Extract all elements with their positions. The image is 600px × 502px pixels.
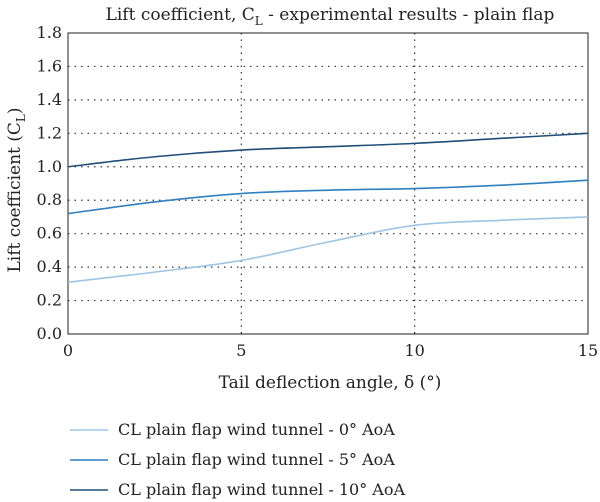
- series-line-2: [67, 132, 589, 168]
- chart-title: Lift coefficient, CL - experimental resu…: [106, 5, 555, 28]
- x-axis-label: Tail deflection angle, δ (°): [219, 373, 442, 393]
- plot-frame: [67, 32, 589, 335]
- x-tick-label: 15: [578, 341, 598, 360]
- grid-lines: [68, 33, 588, 334]
- y-tick-label: 0.2: [37, 291, 62, 310]
- y-tick-label: 0.4: [37, 257, 62, 276]
- y-tick-label: 0.8: [37, 190, 62, 209]
- series-layer: [67, 132, 589, 283]
- y-tick-label: 0.6: [37, 224, 62, 243]
- y-axis-label: Lift coefficient (CL): [5, 107, 28, 272]
- x-tick-labels: 0 5 10 15: [63, 341, 598, 360]
- legend-label-0: CL plain flap wind tunnel - 0° AoA: [118, 420, 395, 439]
- y-tick-label: 1.6: [37, 56, 62, 75]
- x-tick-label: 5: [236, 341, 246, 360]
- series-line-1: [67, 179, 589, 215]
- legend: CL plain flap wind tunnel - 0° AoA CL pla…: [70, 420, 405, 499]
- y-tick-label: 1.2: [37, 123, 62, 142]
- title-subscript: L: [255, 14, 263, 28]
- legend-label-2: CL plain flap wind tunnel - 10° AoA: [118, 480, 405, 499]
- legend-label-1: CL plain flap wind tunnel - 5° AoA: [118, 450, 395, 469]
- x-tick-label: 10: [404, 341, 424, 360]
- y-tick-label: 1.4: [37, 90, 62, 109]
- series-line-0: [67, 216, 589, 283]
- x-tick-label: 0: [63, 341, 73, 360]
- y-tick-label: 1.8: [37, 23, 62, 42]
- y-tick-label: 1.0: [37, 157, 62, 176]
- ylabel-subscript: L: [14, 114, 28, 122]
- y-tick-label: 0.0: [37, 324, 62, 343]
- y-tick-labels: 0.0 0.2 0.4 0.6 0.8 1.0 1.2 1.4 1.6 1.8: [37, 23, 62, 343]
